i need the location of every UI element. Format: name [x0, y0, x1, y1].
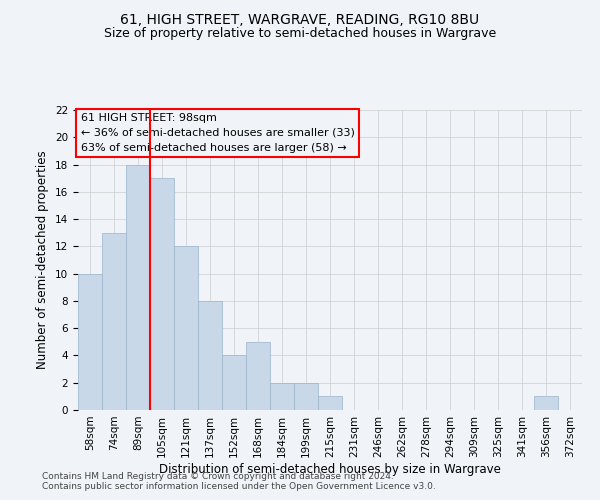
- Bar: [246, 342, 270, 410]
- Text: Contains public sector information licensed under the Open Government Licence v3: Contains public sector information licen…: [42, 482, 436, 491]
- Text: 61, HIGH STREET, WARGRAVE, READING, RG10 8BU: 61, HIGH STREET, WARGRAVE, READING, RG10…: [121, 12, 479, 26]
- Bar: [198, 301, 222, 410]
- Bar: [534, 396, 558, 410]
- Bar: [150, 178, 174, 410]
- Bar: [126, 164, 150, 410]
- Y-axis label: Number of semi-detached properties: Number of semi-detached properties: [37, 150, 49, 370]
- Bar: [102, 232, 126, 410]
- Bar: [270, 382, 294, 410]
- X-axis label: Distribution of semi-detached houses by size in Wargrave: Distribution of semi-detached houses by …: [159, 462, 501, 475]
- Bar: [318, 396, 342, 410]
- Bar: [294, 382, 318, 410]
- Bar: [174, 246, 198, 410]
- Bar: [78, 274, 102, 410]
- Text: 61 HIGH STREET: 98sqm
← 36% of semi-detached houses are smaller (33)
63% of semi: 61 HIGH STREET: 98sqm ← 36% of semi-deta…: [80, 113, 355, 152]
- Bar: [222, 356, 246, 410]
- Text: Size of property relative to semi-detached houses in Wargrave: Size of property relative to semi-detach…: [104, 28, 496, 40]
- Text: Contains HM Land Registry data © Crown copyright and database right 2024.: Contains HM Land Registry data © Crown c…: [42, 472, 394, 481]
